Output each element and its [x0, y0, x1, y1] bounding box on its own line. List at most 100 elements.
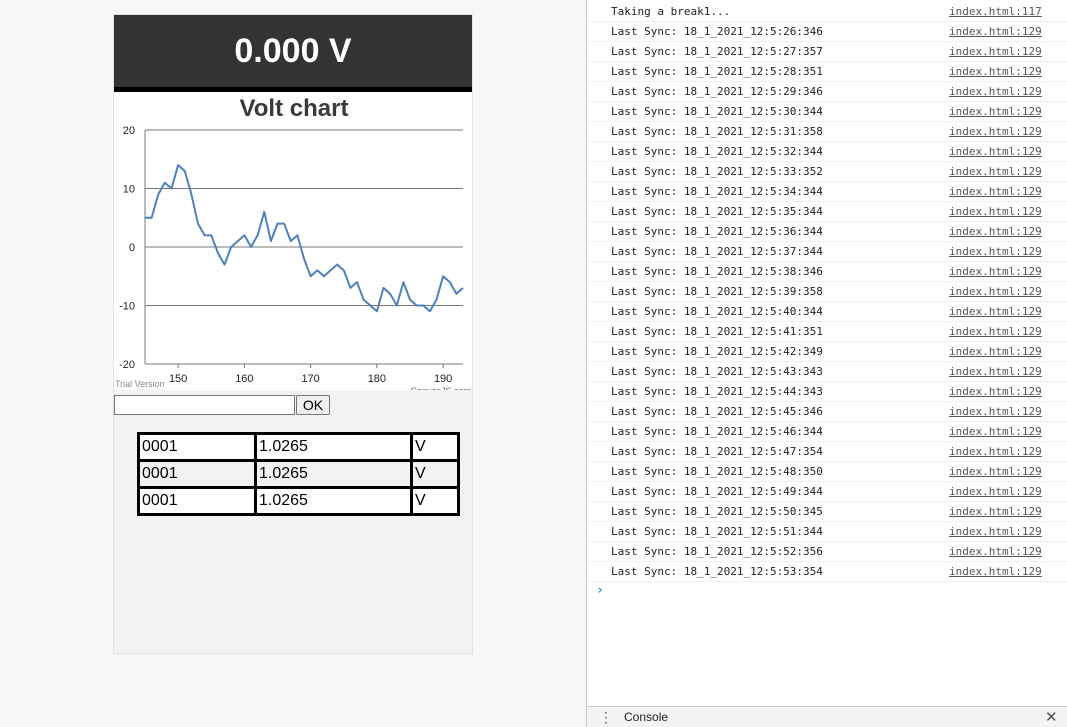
console-message-text: Last Sync: 18_1_2021_12:5:38:346 [611, 265, 823, 278]
console-source-link[interactable]: index.html:129 [949, 465, 1042, 478]
console-message: Last Sync: 18_1_2021_12:5:35:344 index.ht… [587, 202, 1067, 222]
console-message-text: Last Sync: 18_1_2021_12:5:50:345 [611, 505, 823, 518]
value-input[interactable] [114, 395, 295, 415]
console-message: Last Sync: 18_1_2021_12:5:46:344 index.ht… [587, 422, 1067, 442]
x-tick-label: 190 [434, 373, 452, 385]
console-message-text: Taking a break1... [611, 5, 731, 18]
y-tick-label: 0 [129, 242, 135, 254]
console-source-link[interactable]: index.html:129 [949, 85, 1042, 98]
console-message-text: Last Sync: 18_1_2021_12:5:37:344 [611, 245, 823, 258]
console-message-text: Last Sync: 18_1_2021_12:5:31:358 [611, 125, 823, 138]
console-log: Taking a break1... index.html:117 Last Syn… [587, 2, 1067, 582]
console-message: Taking a break1... index.html:117 [587, 2, 1067, 22]
kebab-menu-icon[interactable]: ⋮ [599, 709, 613, 725]
console-source-link[interactable]: index.html:129 [949, 425, 1042, 438]
console-source-link[interactable]: index.html:129 [949, 105, 1042, 118]
console-message-text: Last Sync: 18_1_2021_12:5:33:352 [611, 165, 823, 178]
console-source-link[interactable]: index.html:129 [949, 25, 1042, 38]
table-cell-value: 1.0265 [254, 459, 413, 489]
y-tick-label: 10 [123, 184, 135, 196]
console-message-text: Last Sync: 18_1_2021_12:5:46:344 [611, 425, 823, 438]
console-source-link[interactable]: index.html:129 [949, 345, 1042, 358]
console-source-link[interactable]: index.html:129 [949, 205, 1042, 218]
console-source-link[interactable]: index.html:129 [949, 245, 1042, 258]
console-message-text: Last Sync: 18_1_2021_12:5:42:349 [611, 345, 823, 358]
console-source-link[interactable]: index.html:129 [949, 125, 1042, 138]
console-message-text: Last Sync: 18_1_2021_12:5:53:354 [611, 565, 823, 578]
console-message-text: Last Sync: 18_1_2021_12:5:51:344 [611, 525, 823, 538]
console-message: Last Sync: 18_1_2021_12:5:30:344 index.ht… [587, 102, 1067, 122]
console-source-link[interactable]: index.html:129 [949, 65, 1042, 78]
console-source-link[interactable]: index.html:129 [949, 165, 1042, 178]
console-message-text: Last Sync: 18_1_2021_12:5:39:358 [611, 285, 823, 298]
console-source-link[interactable]: index.html:129 [949, 445, 1042, 458]
console-source-link[interactable]: index.html:129 [949, 145, 1042, 158]
console-source-link[interactable]: index.html:129 [949, 45, 1042, 58]
console-message: Last Sync: 18_1_2021_12:5:26:346 index.ht… [587, 22, 1067, 42]
console-message: Last Sync: 18_1_2021_12:5:48:350 index.ht… [587, 462, 1067, 482]
console-source-link[interactable]: index.html:129 [949, 545, 1042, 558]
console-message: Last Sync: 18_1_2021_12:5:49:344 index.ht… [587, 482, 1067, 502]
console-message: Last Sync: 18_1_2021_12:5:45:346 index.ht… [587, 402, 1067, 422]
close-icon[interactable]: ✕ [1045, 709, 1058, 726]
console-source-link[interactable]: index.html:129 [949, 365, 1042, 378]
console-message-text: Last Sync: 18_1_2021_12:5:43:343 [611, 365, 823, 378]
console-message: Last Sync: 18_1_2021_12:5:50:345 index.ht… [587, 502, 1067, 522]
console-source-link[interactable]: index.html:129 [949, 405, 1042, 418]
trial-watermark: Trial Version [115, 379, 165, 389]
x-tick-label: 170 [301, 373, 319, 385]
console-source-link[interactable]: index.html:117 [949, 5, 1042, 18]
console-message-text: Last Sync: 18_1_2021_12:5:36:344 [611, 225, 823, 238]
table-cell-unit: V [410, 486, 460, 516]
console-source-link[interactable]: index.html:129 [949, 525, 1042, 538]
y-tick-label: 20 [123, 125, 135, 137]
console-message: Last Sync: 18_1_2021_12:5:40:344 index.ht… [587, 302, 1067, 322]
console-source-link[interactable]: index.html:129 [949, 285, 1042, 298]
console-message: Last Sync: 18_1_2021_12:5:37:344 index.ht… [587, 242, 1067, 262]
console-message-text: Last Sync: 18_1_2021_12:5:29:346 [611, 85, 823, 98]
console-source-link[interactable]: index.html:129 [949, 265, 1042, 278]
console-message: Last Sync: 18_1_2021_12:5:31:358 index.ht… [587, 122, 1067, 142]
console-message-text: Last Sync: 18_1_2021_12:5:44:343 [611, 385, 823, 398]
console-source-link[interactable]: index.html:129 [949, 325, 1042, 338]
console-source-link[interactable]: index.html:129 [949, 305, 1042, 318]
console-message: Last Sync: 18_1_2021_12:5:32:344 index.ht… [587, 142, 1067, 162]
chart-title: Volt chart [240, 95, 349, 122]
console-source-link[interactable]: index.html:129 [949, 485, 1042, 498]
console-message-text: Last Sync: 18_1_2021_12:5:40:344 [611, 305, 823, 318]
voltage-reading: 0.000 V [114, 15, 472, 92]
console-source-link[interactable]: index.html:129 [949, 185, 1042, 198]
app-panel: 0.000 V Volt chart 20 10 0 -10 -20 150 160 170 18… [113, 14, 473, 654]
console-source-link[interactable]: index.html:129 [949, 385, 1042, 398]
console-message: Last Sync: 18_1_2021_12:5:28:351 index.ht… [587, 62, 1067, 82]
table-cell-unit: V [410, 459, 460, 489]
y-tick-label: -10 [119, 301, 135, 313]
console-message-text: Last Sync: 18_1_2021_12:5:32:344 [611, 145, 823, 158]
console-message: Last Sync: 18_1_2021_12:5:47:354 index.ht… [587, 442, 1067, 462]
console-message: Last Sync: 18_1_2021_12:5:53:354 index.ht… [587, 562, 1067, 582]
console-drawer: ⋮ Console ✕ [587, 706, 1067, 727]
console-message: Last Sync: 18_1_2021_12:5:36:344 index.ht… [587, 222, 1067, 242]
console-source-link[interactable]: index.html:129 [949, 565, 1042, 578]
table-cell-value: 1.0265 [254, 432, 413, 462]
chevron-right-icon[interactable]: › [596, 583, 604, 598]
console-message: Last Sync: 18_1_2021_12:5:34:344 index.ht… [587, 182, 1067, 202]
console-message: Last Sync: 18_1_2021_12:5:39:358 index.ht… [587, 282, 1067, 302]
console-message-text: Last Sync: 18_1_2021_12:5:47:354 [611, 445, 823, 458]
console-message-text: Last Sync: 18_1_2021_12:5:45:346 [611, 405, 823, 418]
console-message: Last Sync: 18_1_2021_12:5:42:349 index.ht… [587, 342, 1067, 362]
console-message-text: Last Sync: 18_1_2021_12:5:30:344 [611, 105, 823, 118]
canvasjs-credit: CanvasJS.com [410, 386, 471, 390]
table-cell-unit: V [410, 432, 460, 462]
console-source-link[interactable]: index.html:129 [949, 225, 1042, 238]
table-cell-id: 0001 [137, 432, 257, 462]
x-tick-label: 160 [235, 373, 253, 385]
console-source-link[interactable]: index.html:129 [949, 505, 1042, 518]
table-cell-value: 1.0265 [254, 486, 413, 516]
volt-series-line [145, 164, 464, 313]
console-message-text: Last Sync: 18_1_2021_12:5:49:344 [611, 485, 823, 498]
ok-button[interactable]: OK [296, 395, 330, 415]
table-row: 0001 1.0265 V [137, 459, 460, 489]
tab-console[interactable]: Console [624, 710, 669, 724]
console-message-text: Last Sync: 18_1_2021_12:5:48:350 [611, 465, 823, 478]
